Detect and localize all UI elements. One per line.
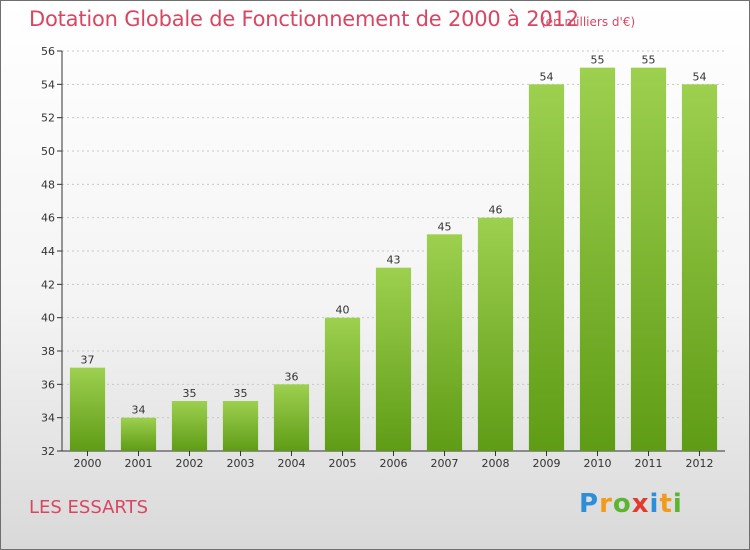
y-tick-label: 40 <box>41 312 55 325</box>
y-tick-label: 36 <box>41 378 55 391</box>
bar <box>477 217 514 451</box>
bar-value-label: 37 <box>81 354 95 367</box>
bar <box>579 67 616 452</box>
x-tick-label: 2005 <box>329 457 357 470</box>
logo-letter: x <box>631 489 650 519</box>
bar <box>69 367 106 451</box>
bar-value-label: 45 <box>438 220 452 233</box>
bar-value-label: 46 <box>489 204 503 217</box>
place-name: LES ESSARTS <box>29 497 149 518</box>
logo-letter: i <box>672 489 683 519</box>
bar <box>324 317 361 451</box>
bar-value-label: 36 <box>285 370 299 383</box>
bar <box>681 84 718 451</box>
y-tick-label: 48 <box>41 178 55 191</box>
x-tick-label: 2007 <box>431 457 459 470</box>
x-tick-label: 2000 <box>74 457 102 470</box>
bar <box>426 234 463 451</box>
chart-title: Dotation Globale de Fonctionnement de 20… <box>29 7 579 31</box>
x-tick-label: 2011 <box>635 457 663 470</box>
logo-letter: P <box>579 489 600 519</box>
bar-value-label: 35 <box>234 387 248 400</box>
bar <box>528 84 565 451</box>
x-tick-label: 2010 <box>584 457 612 470</box>
proxiti-logo: Proxiti <box>579 489 683 519</box>
x-tick-label: 2009 <box>533 457 561 470</box>
y-tick-label: 46 <box>41 212 55 225</box>
logo-letter: r <box>599 489 613 519</box>
bar-value-label: 54 <box>540 70 554 83</box>
bar-value-label: 40 <box>336 304 350 317</box>
y-tick-label: 54 <box>41 78 55 91</box>
bar-value-label: 55 <box>591 54 605 67</box>
x-tick-label: 2012 <box>686 457 714 470</box>
bar-value-label: 43 <box>387 254 401 267</box>
bar <box>171 401 208 451</box>
y-tick-label: 38 <box>41 345 55 358</box>
x-tick-label: 2008 <box>482 457 510 470</box>
logo-letter: t <box>659 489 673 519</box>
logo-letter: o <box>612 489 632 519</box>
bar <box>375 267 412 451</box>
bar-value-label: 34 <box>132 404 146 417</box>
logo-letter: i <box>649 489 660 519</box>
chart-unit-label: (en milliers d'€) <box>541 15 636 29</box>
y-tick-label: 52 <box>41 112 55 125</box>
x-tick-label: 2006 <box>380 457 408 470</box>
y-tick-label: 56 <box>41 45 55 58</box>
x-tick-label: 2001 <box>125 457 153 470</box>
y-tick-label: 44 <box>41 245 55 258</box>
bar-value-label: 55 <box>642 54 656 67</box>
bar <box>222 401 259 451</box>
y-tick-label: 32 <box>41 445 55 458</box>
bar <box>120 417 157 451</box>
y-tick-label: 34 <box>41 412 55 425</box>
y-tick-label: 42 <box>41 278 55 291</box>
bar <box>630 67 667 452</box>
y-tick-label: 50 <box>41 145 55 158</box>
bar <box>273 384 310 451</box>
x-tick-label: 2002 <box>176 457 204 470</box>
x-tick-label: 2004 <box>278 457 306 470</box>
bar-value-label: 54 <box>693 70 707 83</box>
x-tick-label: 2003 <box>227 457 255 470</box>
bar-value-label: 35 <box>183 387 197 400</box>
